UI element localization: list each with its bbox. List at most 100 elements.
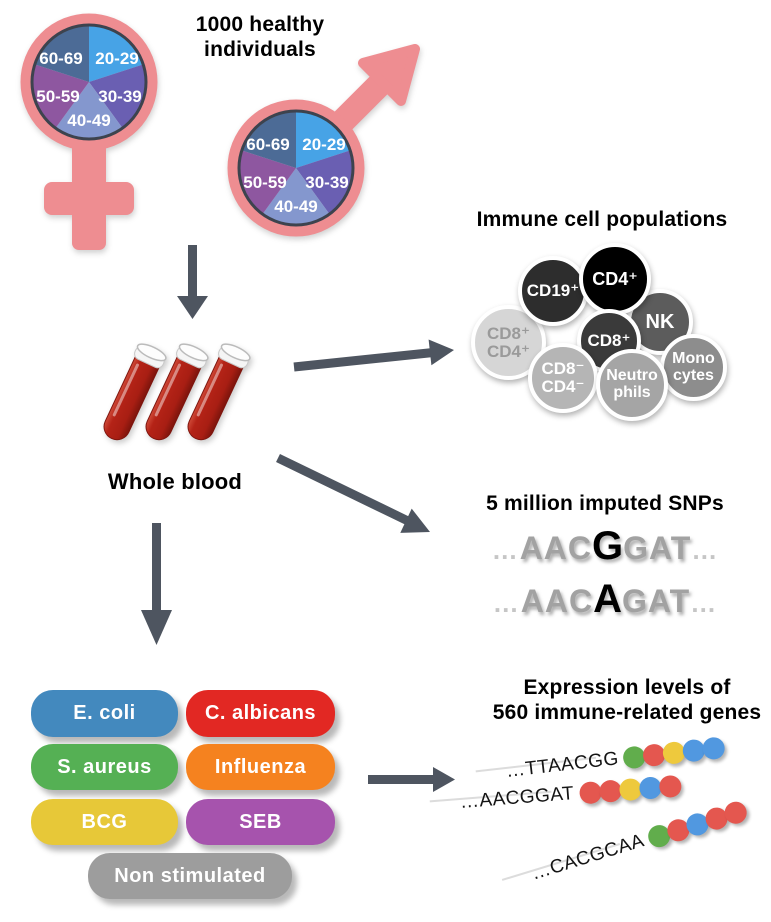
expression-dot	[578, 780, 602, 805]
pie-label-30-39: 30-39	[98, 87, 141, 106]
tube-body	[187, 355, 244, 441]
population-title: 1000 healthy individuals	[165, 12, 355, 62]
stimulus-label: S. aureus	[57, 755, 152, 778]
arrow-down-to-stimuli	[141, 523, 172, 645]
pie-slice-30-39	[296, 150, 353, 215]
female-age-pie: 20-29 30-39 40-49 50-59 60-69	[30, 23, 148, 141]
snp-flank-right: GAT	[623, 530, 692, 566]
arrow-to-immune-cells	[293, 339, 454, 372]
gene-sequence-text: …CACGCAA	[528, 830, 647, 885]
pie-label-20-29: 20-29	[95, 49, 138, 68]
cell-label-line1: CD8⁺	[487, 323, 530, 343]
pie-slice-50-59	[239, 150, 296, 215]
immune-cell-monocytes: Mono cytes	[660, 334, 727, 401]
stimulus-pill-influenza: Influenza	[186, 744, 335, 790]
gene-sequence-text: …AACGGAT	[459, 783, 575, 813]
immune-populations-title: Immune cell populations	[476, 208, 728, 231]
female-icon: 20-29 30-39 40-49 50-59 60-69	[20, 13, 158, 250]
whole-blood-label: Whole blood	[107, 469, 243, 494]
tube-body	[103, 355, 160, 441]
stimulus-pill-bcg: BCG	[31, 799, 178, 845]
female-symbol-crossbar	[44, 182, 134, 215]
snp-flank-left: AAC	[519, 530, 593, 566]
cell-label-line1: CD4⁺	[592, 268, 638, 289]
stimulus-label: Influenza	[214, 755, 307, 778]
stimulus-label: Non stimulated	[114, 864, 266, 887]
male-symbol-group: 20-29 30-39 40-49 50-59 60-69	[227, 44, 420, 237]
expression-title: Expression levels of 560 immune-related …	[452, 676, 771, 726]
blood-tube-1	[103, 343, 167, 441]
pie-slice-40-49	[262, 168, 330, 225]
immune-cell-cd8neg-cd4neg: CD8⁻ CD4⁻	[528, 343, 598, 413]
cell-label-line2: cytes	[673, 366, 714, 384]
stimulus-pill-non-stimulated: Non stimulated	[88, 853, 292, 899]
stimulus-pill-seb: SEB	[186, 799, 335, 845]
arrow-shaft	[293, 348, 433, 372]
pie-border	[30, 23, 148, 141]
snp-variant-allele: A	[593, 577, 623, 621]
expression-dot	[598, 779, 622, 804]
tube-highlight	[112, 363, 139, 417]
stimulus-pill-ecoli: E. coli	[31, 690, 178, 737]
gene-expression-row: …CACGCAA	[501, 797, 750, 887]
cell-label-line2: phils	[613, 384, 651, 401]
male-symbol-ring	[227, 99, 365, 237]
blood-tube-2	[145, 343, 209, 441]
male-symbol-arrowhead	[358, 44, 420, 106]
snp-sequence-line-2: …AACAGAT…	[440, 577, 771, 630]
cell-label-line1: Mono	[672, 349, 715, 367]
blood-tubes-icon	[103, 343, 251, 441]
tube-rim-top	[220, 343, 251, 362]
cell-label-line1: NK	[645, 310, 675, 333]
tube-rim-top	[136, 343, 167, 362]
stimulus-label: E. coli	[73, 702, 136, 724]
arrow-head	[433, 767, 455, 792]
arrow-to-snps	[276, 453, 430, 533]
snp-ellipsis: …	[690, 588, 719, 618]
stimulus-pill-saureus: S. aureus	[31, 744, 178, 790]
pie-label-40-49: 40-49	[67, 111, 110, 130]
snp-ellipsis: …	[491, 535, 520, 565]
expression-title-line2: 560 immune-related genes	[492, 700, 762, 724]
female-symbol-group: 20-29 30-39 40-49 50-59 60-69	[20, 13, 158, 250]
arrow-to-expression	[368, 767, 455, 792]
pie-border	[237, 109, 355, 227]
female-symbol-ring	[20, 13, 158, 151]
population-title-line1: 1000 healthy	[195, 13, 325, 36]
pie-label-30-39: 30-39	[305, 173, 348, 192]
cell-label-line1: CD19⁺	[526, 281, 580, 301]
stimulus-label: SEB	[239, 810, 282, 833]
male-age-pie: 20-29 30-39 40-49 50-59 60-69	[237, 109, 355, 227]
immune-cell-cd19pos: CD19⁺	[518, 256, 588, 326]
pie-slice-40-49	[55, 82, 123, 139]
snp-sequences: …AACGGAT… …AACAGAT…	[440, 524, 771, 630]
cell-label-line2: CD4⁺	[487, 341, 530, 361]
expression-title-line1: Expression levels of	[523, 676, 731, 699]
blood-tube-3	[187, 343, 251, 441]
arrow-down-to-blood	[177, 245, 208, 319]
pie-label-20-29: 20-29	[302, 135, 345, 154]
population-title-line2: individuals	[204, 38, 316, 62]
immune-cell-neutrophils: Neutro phils	[596, 349, 668, 421]
snp-flank-right: GAT	[622, 583, 691, 619]
pie-label-50-59: 50-59	[243, 173, 286, 192]
stimulus-label: BCG	[81, 810, 128, 833]
pie-slice-60-69	[34, 25, 89, 82]
cell-label-line1: CD8⁻	[541, 359, 585, 379]
pie-slice-30-39	[89, 64, 146, 129]
pie-label-60-69: 60-69	[39, 49, 82, 68]
cell-label-line1: Neutro	[606, 367, 658, 385]
male-icon: 20-29 30-39 40-49 50-59 60-69	[227, 44, 420, 237]
pie-label-60-69: 60-69	[246, 135, 289, 154]
snp-ellipsis: …	[691, 535, 720, 565]
snps-title: 5 million imputed SNPs	[486, 492, 724, 515]
expression-dot	[638, 776, 662, 800]
tube-body	[145, 355, 202, 441]
stimulus-pill-calbicans: C. albicans	[186, 690, 335, 737]
snp-ellipsis: …	[492, 588, 521, 618]
pie-label-50-59: 50-59	[36, 87, 79, 106]
tube-highlight	[154, 363, 181, 417]
stimulus-label: C. albicans	[204, 702, 317, 724]
arrow-shaft	[276, 453, 410, 526]
